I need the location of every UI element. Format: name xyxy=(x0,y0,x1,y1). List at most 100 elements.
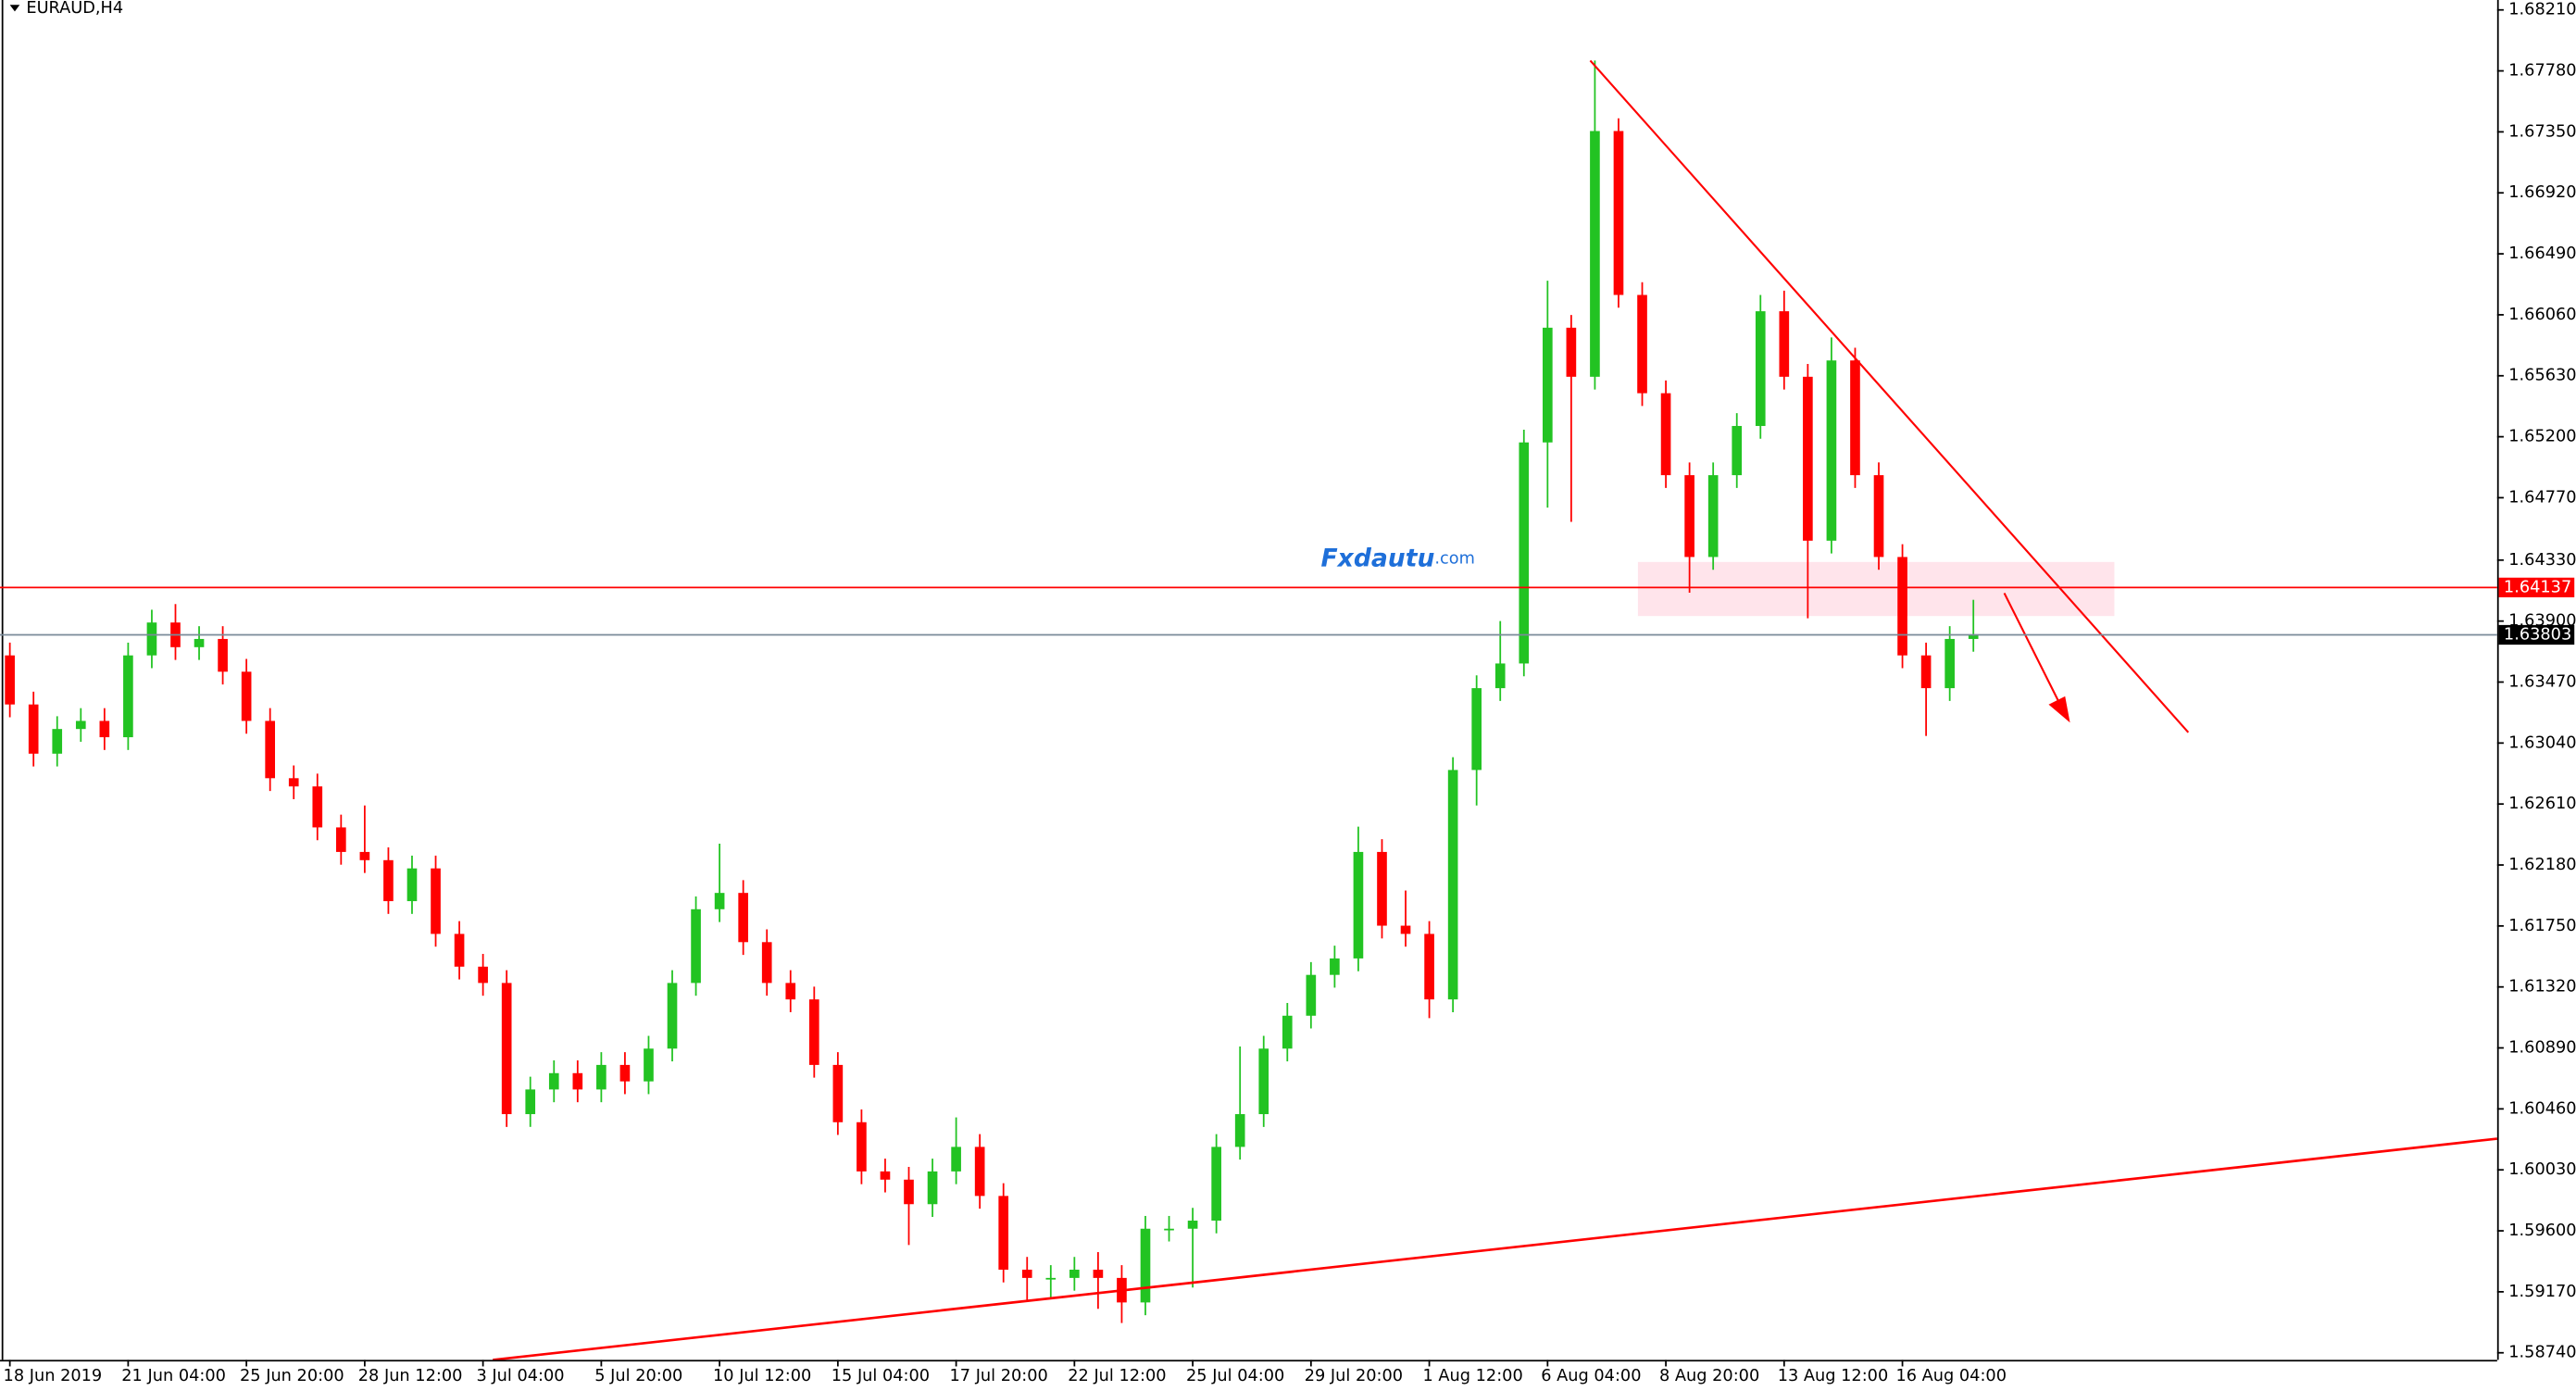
candles xyxy=(5,60,1979,1323)
candle-body xyxy=(644,1048,654,1082)
candle-body xyxy=(714,893,725,909)
candle-body xyxy=(596,1064,606,1090)
candle-body xyxy=(1494,663,1506,689)
candle-body xyxy=(194,638,205,647)
candle-body xyxy=(1968,634,1979,639)
candle-body xyxy=(478,966,488,984)
candle-body xyxy=(1447,770,1458,1000)
candle-body xyxy=(1850,360,1860,476)
y-tick-label: 1.60030 xyxy=(2508,1160,2576,1179)
candle-body xyxy=(808,999,819,1065)
candle-body xyxy=(1566,327,1577,377)
candle-body xyxy=(501,983,512,1115)
candle-body xyxy=(383,859,394,902)
arrow-shaft xyxy=(2003,592,2063,708)
y-tick-label: 1.64330 xyxy=(2508,551,2576,570)
resistance-zone xyxy=(1637,561,2115,617)
y-tick-label: 1.66060 xyxy=(2508,306,2576,324)
candle-body xyxy=(146,622,157,656)
y-tick-label: 1.65630 xyxy=(2508,367,2576,385)
x-tick-label: 5 Jul 20:00 xyxy=(594,1367,682,1385)
candle-body xyxy=(1826,360,1837,541)
x-tick-label: 21 Jun 04:00 xyxy=(121,1367,226,1385)
y-tick-label: 1.60460 xyxy=(2508,1099,2576,1118)
candle-body xyxy=(974,1147,985,1197)
candle-body xyxy=(1779,311,1790,377)
candle-body xyxy=(1684,475,1694,558)
y-tick-label: 1.64770 xyxy=(2508,488,2576,507)
y-tick-label: 1.63470 xyxy=(2508,673,2576,692)
candle-body xyxy=(572,1072,583,1090)
candle-body xyxy=(857,1122,867,1172)
x-tick-label: 17 Jul 20:00 xyxy=(950,1367,1048,1385)
uptrend-line xyxy=(493,1137,2497,1361)
y-tick-label: 1.61750 xyxy=(2508,917,2576,935)
candle-body xyxy=(1873,475,1884,558)
candle-body xyxy=(738,893,748,943)
candle-body xyxy=(312,786,323,828)
y-tick-label: 1.61320 xyxy=(2508,978,2576,996)
candle-body xyxy=(1093,1270,1104,1278)
candle-body xyxy=(52,729,63,754)
x-tick-label: 1 Aug 12:00 xyxy=(1422,1367,1522,1385)
candle-body xyxy=(1234,1114,1245,1147)
candle-body xyxy=(548,1072,559,1090)
candle-body xyxy=(1424,934,1434,1000)
chart-title: EURAUD,H4 xyxy=(26,0,123,18)
x-tick-label: 8 Aug 20:00 xyxy=(1659,1367,1759,1385)
candle-body xyxy=(1945,638,1955,689)
candle-body xyxy=(619,1064,631,1082)
candle-body xyxy=(123,655,133,738)
candle-body xyxy=(1045,1277,1057,1280)
x-tick-label: 25 Jun 20:00 xyxy=(240,1367,344,1385)
candle-body xyxy=(1187,1221,1198,1229)
candle-body xyxy=(1897,557,1907,656)
y-tick-label: 1.66920 xyxy=(2508,183,2576,202)
candle-body xyxy=(431,868,441,934)
candle-body xyxy=(1732,425,1743,476)
candle-body xyxy=(1021,1270,1032,1278)
candle-body xyxy=(454,934,465,967)
candle-body xyxy=(1140,1228,1151,1303)
candle-body xyxy=(28,704,39,754)
y-tick-label: 1.60890 xyxy=(2508,1039,2576,1058)
candle-body xyxy=(1803,376,1813,541)
price-label: 1.63803 xyxy=(2504,626,2571,645)
candle-body xyxy=(1755,311,1766,426)
y-tick-label: 1.59170 xyxy=(2508,1283,2576,1301)
x-tick-label: 15 Jul 04:00 xyxy=(832,1367,930,1385)
candle-body xyxy=(1590,131,1600,377)
downtrend-line xyxy=(1589,59,2190,733)
x-tick-label: 16 Aug 04:00 xyxy=(1895,1367,2007,1385)
arrow-head xyxy=(2048,696,2070,723)
watermark-brand-text: Fxdautu xyxy=(1320,544,1434,572)
candle-body xyxy=(1471,688,1482,771)
x-tick-label: 6 Aug 04:00 xyxy=(1541,1367,1641,1385)
y-tick-label: 1.62180 xyxy=(2508,856,2576,874)
candle-body xyxy=(1377,851,1387,926)
candle-body xyxy=(951,1147,961,1172)
y-tick-label: 1.58740 xyxy=(2508,1344,2576,1362)
y-tick-label: 1.62610 xyxy=(2508,795,2576,813)
candle-body xyxy=(1660,393,1671,476)
symbol-menu-icon[interactable] xyxy=(9,5,20,12)
candle-body xyxy=(1543,327,1553,443)
candle-body xyxy=(288,778,299,787)
price-label: 1.64137 xyxy=(2504,578,2571,596)
candle-body xyxy=(1920,655,1932,689)
candle-body xyxy=(1211,1147,1221,1222)
candle-body xyxy=(1519,442,1530,664)
candle-body xyxy=(1400,925,1411,934)
y-tick-label: 1.66490 xyxy=(2508,244,2576,263)
candle-body xyxy=(336,827,346,852)
candle-body xyxy=(998,1196,1009,1271)
x-tick-label: 10 Jul 12:00 xyxy=(713,1367,811,1385)
candle-body xyxy=(1613,131,1624,295)
candle-body xyxy=(691,909,701,984)
candle-body xyxy=(525,1089,536,1115)
candle-body xyxy=(241,671,252,721)
x-tick-label: 22 Jul 12:00 xyxy=(1068,1367,1166,1385)
candle-body xyxy=(785,983,796,1000)
